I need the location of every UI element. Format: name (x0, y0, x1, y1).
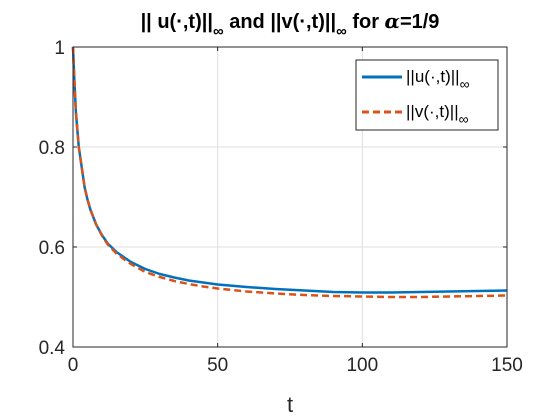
legend-label-u: ||u(·,t)||∞ (406, 67, 470, 92)
chart-title: || u(·,t)||∞ and ||v(·,t)||∞ for α=1/9 (141, 9, 440, 40)
y-tick-label: 0.4 (39, 338, 66, 359)
legend: ||u(·,t)||∞ ||v(·,t)||∞ (355, 59, 499, 131)
legend-label-v: ||v(·,t)||∞ (406, 102, 469, 127)
x-tick-label: 50 (207, 355, 228, 376)
y-tick-label: 1 (54, 38, 65, 59)
y-tick-label: 0.8 (39, 138, 65, 159)
series-line-v (71, 46, 508, 299)
series-layer (71, 46, 508, 299)
x-tick-label: 0 (68, 355, 79, 376)
legend-box (355, 59, 499, 131)
x-tick-label: 150 (491, 355, 523, 376)
y-tick-label: 0.6 (39, 238, 65, 259)
axis-ticks: 0 50 100 150 0.4 0.6 0.8 1 (39, 38, 523, 376)
x-tick-label: 100 (346, 355, 378, 376)
x-axis-label: t (287, 392, 293, 417)
plot-frame (72, 46, 508, 348)
